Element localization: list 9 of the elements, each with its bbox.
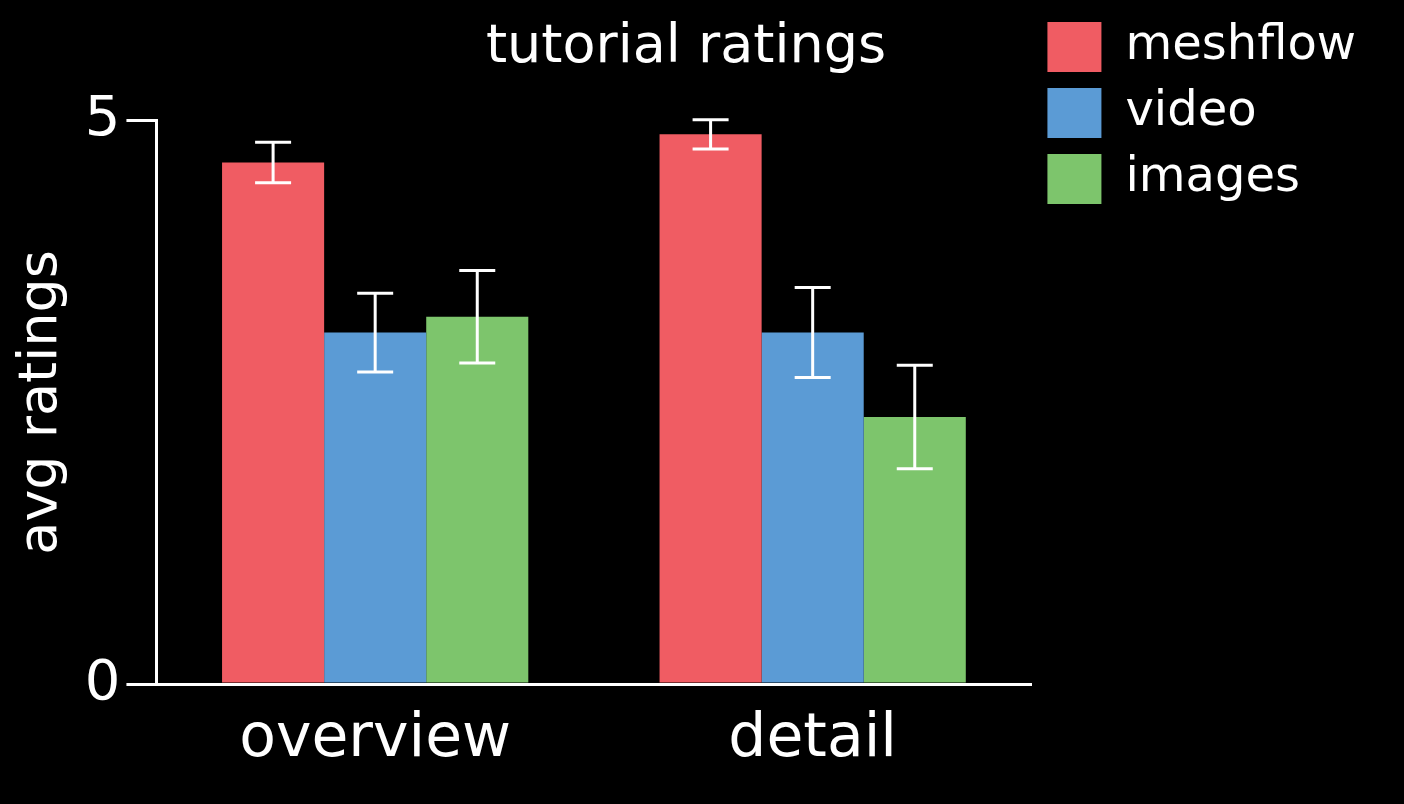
y-tick-label: 5 (84, 83, 121, 149)
x-tick-label: overview (239, 699, 512, 770)
y-tick-label: 0 (84, 646, 121, 712)
legend-label: video (1125, 80, 1257, 137)
legend-label: meshflow (1125, 14, 1356, 71)
chart-title: tutorial ratings (485, 12, 887, 76)
x-tick-label: detail (728, 699, 897, 770)
legend-label: images (1125, 146, 1300, 203)
y-axis-title: avg ratings (6, 250, 70, 555)
